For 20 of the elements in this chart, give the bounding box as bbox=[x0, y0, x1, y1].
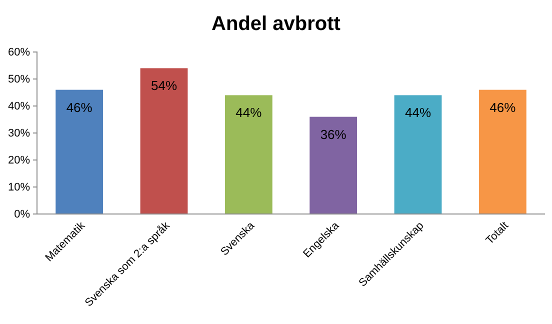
bar bbox=[140, 68, 188, 214]
bar bbox=[56, 90, 104, 214]
chart-title: Andel avbrott bbox=[212, 13, 341, 35]
y-tick-label: 0% bbox=[14, 208, 30, 221]
y-tick-label: 30% bbox=[8, 128, 30, 140]
data-label: 44% bbox=[404, 105, 432, 120]
data-label: 46% bbox=[66, 100, 93, 115]
bar bbox=[478, 90, 526, 214]
bar bbox=[310, 116, 358, 214]
y-tick-label: 20% bbox=[8, 154, 30, 167]
y-tick-label: 40% bbox=[8, 100, 30, 113]
bar bbox=[394, 95, 442, 214]
data-label: 46% bbox=[490, 100, 516, 115]
data-label: 54% bbox=[150, 78, 178, 94]
y-tick-label: 10% bbox=[8, 182, 30, 194]
data-label: 36% bbox=[320, 126, 347, 142]
y-tick-label: 50% bbox=[8, 74, 30, 86]
bar bbox=[224, 95, 272, 214]
y-tick-label: 60% bbox=[8, 46, 30, 59]
data-label: 44% bbox=[236, 105, 262, 120]
